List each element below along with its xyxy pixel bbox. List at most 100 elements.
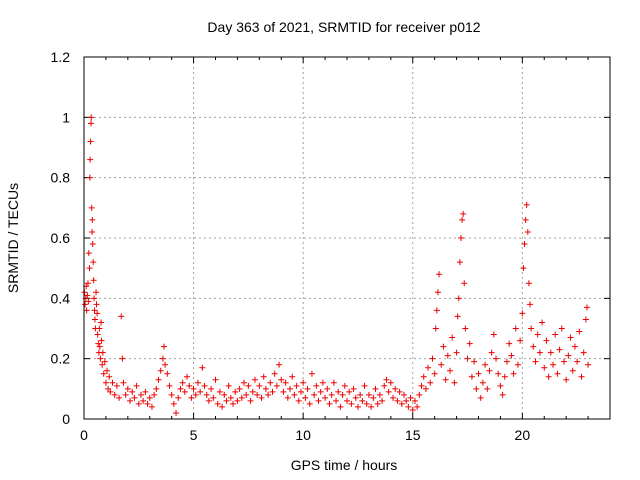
data-point — [350, 385, 357, 392]
data-point — [416, 391, 423, 398]
data-point — [457, 235, 464, 241]
data-point — [86, 174, 93, 181]
data-point — [376, 391, 383, 398]
data-point — [368, 403, 375, 410]
data-point — [88, 120, 95, 127]
data-point — [381, 382, 388, 389]
data-point — [357, 391, 364, 398]
data-point — [170, 400, 177, 407]
data-point — [459, 216, 466, 223]
data-point — [488, 349, 495, 356]
data-point — [580, 349, 587, 356]
data-point — [434, 289, 441, 296]
data-point — [89, 216, 96, 223]
data-point — [390, 394, 397, 401]
data-point — [440, 343, 447, 350]
data-point — [245, 382, 252, 389]
data-point — [157, 367, 164, 374]
data-point — [251, 376, 258, 383]
data-point — [173, 409, 180, 416]
data-point — [232, 388, 239, 395]
data-point — [403, 397, 410, 404]
data-point — [221, 391, 228, 398]
data-point — [87, 138, 94, 145]
data-point — [311, 391, 318, 398]
data-point — [462, 325, 469, 332]
data-point — [308, 370, 315, 377]
data-point — [317, 388, 324, 395]
data-point — [479, 379, 486, 386]
data-point — [133, 382, 140, 389]
data-point — [501, 373, 508, 380]
data-point — [407, 394, 414, 401]
data-point — [451, 379, 458, 386]
data-point — [563, 376, 570, 383]
data-point — [90, 277, 97, 284]
data-point — [159, 355, 166, 362]
data-point — [341, 382, 348, 389]
data-point — [181, 388, 188, 395]
data-point — [98, 337, 105, 344]
data-point — [302, 394, 309, 401]
data-point — [497, 382, 504, 389]
x-tick-label: 0 — [80, 427, 88, 443]
data-point — [280, 388, 287, 395]
data-point — [346, 388, 353, 395]
data-point — [225, 382, 232, 389]
data-point — [456, 259, 463, 266]
data-point — [539, 319, 546, 326]
data-point — [550, 361, 557, 368]
data-point — [293, 382, 300, 389]
data-point — [547, 349, 554, 356]
data-point — [503, 358, 510, 365]
data-point — [240, 379, 247, 386]
data-point — [574, 358, 581, 365]
data-point — [113, 382, 120, 389]
data-point — [230, 400, 237, 407]
data-point — [490, 331, 497, 338]
data-point — [93, 289, 100, 296]
data-point — [385, 388, 392, 395]
data-point — [510, 370, 517, 377]
data-point — [447, 367, 454, 374]
data-point — [344, 397, 350, 404]
data-point — [394, 397, 401, 404]
data-point — [383, 376, 390, 383]
data-point — [484, 385, 491, 392]
data-point — [304, 385, 311, 392]
data-point — [194, 379, 201, 386]
data-point — [127, 397, 134, 404]
data-point — [247, 397, 254, 404]
data-point — [508, 352, 515, 359]
data-point — [164, 370, 171, 377]
data-point — [418, 382, 425, 389]
data-point — [585, 361, 592, 368]
data-point — [234, 397, 241, 404]
data-point — [438, 361, 445, 368]
data-point — [106, 373, 113, 380]
data-point — [333, 397, 340, 404]
data-point — [101, 358, 108, 365]
data-point — [254, 391, 261, 398]
data-point — [530, 343, 537, 350]
data-point — [256, 382, 263, 389]
data-point — [104, 367, 111, 374]
data-point — [116, 394, 123, 401]
data-point — [94, 331, 101, 338]
data-point — [131, 394, 138, 401]
data-point — [525, 280, 532, 287]
data-point — [534, 331, 541, 338]
data-point — [370, 394, 377, 401]
data-point — [100, 370, 107, 377]
data-point — [558, 325, 565, 332]
data-point — [475, 370, 482, 377]
data-point — [552, 331, 559, 338]
data-point — [361, 382, 368, 389]
data-point — [236, 385, 243, 392]
data-point — [436, 271, 443, 278]
data-point — [524, 228, 531, 235]
data-point — [324, 385, 331, 392]
data-point — [398, 400, 405, 407]
data-point — [278, 376, 285, 383]
data-point — [322, 394, 329, 401]
